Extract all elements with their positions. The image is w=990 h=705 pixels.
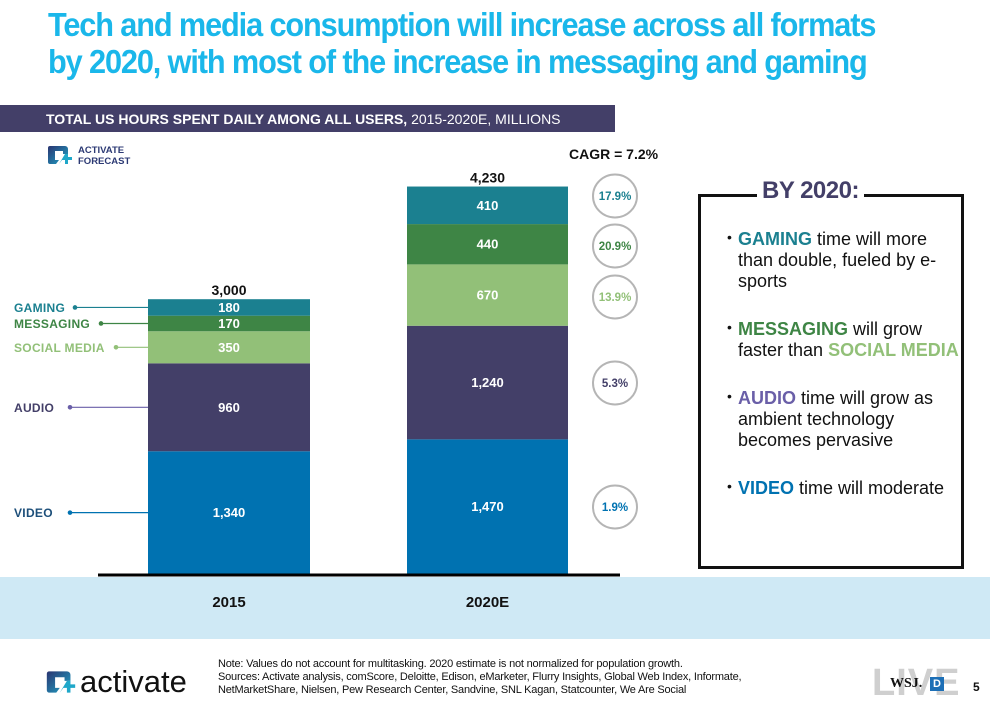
activate-forecast-badge: ACTIVATE FORECAST (47, 144, 130, 171)
by-2020-title: BY 2020: (757, 177, 864, 205)
note-line-1: Note: Values do not account for multitas… (218, 658, 683, 670)
bullet-text: time will more than double, fueled by e-… (738, 229, 937, 291)
activate-logo: activate (45, 664, 187, 700)
cagr-circle (592, 274, 638, 320)
bar-segment-social-media (407, 264, 568, 326)
subtitle-bar (0, 105, 615, 132)
bullet-text: time will moderate (794, 478, 945, 498)
x-axis-band (0, 577, 990, 639)
data-label: 670 (477, 288, 499, 303)
chart-subtitle: TOTAL US HOURS SPENT DAILY AMONG ALL USE… (46, 111, 561, 127)
legend-label-messaging: MESSAGING (14, 317, 90, 331)
bullet-keyword: MESSAGING (738, 319, 849, 339)
data-label: 170 (218, 316, 240, 331)
page-title: Tech and media consumption will increase… (48, 6, 876, 80)
bar-segment-gaming (148, 299, 310, 316)
activate-logo-icon (46, 671, 76, 693)
by-2020-bullets: • GAMING time will more than double, fuel… (727, 229, 967, 526)
wsj-text: WSJ. (890, 676, 923, 691)
bullet-dot: • (727, 478, 732, 494)
note-line-2: Sources: Activate analysis, comScore, De… (218, 671, 742, 683)
bullet-messaging: • MESSAGING will grow faster than SOCIAL … (727, 319, 967, 361)
legend-label-audio: AUDIO (14, 401, 54, 415)
bullet-audio: • AUDIO time will grow as ambient technol… (727, 388, 967, 451)
cagr-value: 13.9% (599, 292, 632, 304)
bullet-dot: • (727, 319, 732, 335)
bullet-text: will grow faster than (738, 319, 923, 360)
cagr-value: 17.9% (599, 191, 632, 203)
bullet-keyword: AUDIO (738, 388, 796, 408)
page-number: 5 (973, 680, 980, 694)
logo-text: activate (80, 664, 187, 699)
bar-segment-social-media (148, 331, 310, 364)
bar-segment-video (148, 451, 310, 574)
bar-segment-video (407, 439, 568, 574)
data-label: 1,470 (471, 499, 504, 514)
forecast-line1: ACTIVATE (78, 145, 125, 156)
data-label: 180 (218, 300, 240, 315)
bullet-dot: • (727, 229, 732, 245)
data-label: 410 (477, 198, 499, 213)
x-tick-label: 2015 (212, 594, 245, 611)
subtitle-regular: 2015-2020E, MILLIONS (407, 111, 561, 127)
legend-label-video: VIDEO (14, 506, 53, 520)
x-tick-label: 2020E (466, 594, 509, 611)
data-label: 960 (218, 400, 240, 415)
total-label: 4,230 (470, 170, 505, 186)
subtitle-bold: TOTAL US HOURS SPENT DAILY AMONG ALL USE… (46, 111, 408, 127)
bar-segment-messaging (148, 315, 310, 332)
wsj-live-logo: LIVE WSJ. D (872, 662, 959, 704)
cagr-label: CAGR = 7.2% (569, 146, 659, 162)
bar-segment-audio (148, 363, 310, 452)
live-text: LIVE (872, 662, 961, 704)
cagr-value: 20.9% (599, 241, 632, 253)
data-label: 1,340 (213, 505, 246, 520)
data-label: 350 (218, 340, 240, 355)
bullet-video: • VIDEO time will moderate (727, 478, 967, 499)
cagr-value: 5.3% (602, 378, 628, 390)
total-label: 3,000 (211, 282, 246, 298)
note-line-3: NetMarketShare, Nielsen, Pew Research Ce… (218, 684, 687, 696)
cagr-circle (592, 360, 638, 406)
bar-segment-gaming (407, 186, 568, 225)
bullet-keyword: VIDEO (738, 478, 795, 498)
data-label: 440 (477, 237, 499, 252)
legend-label-gaming: GAMING (14, 301, 65, 315)
data-label: 1,240 (471, 375, 504, 390)
cagr-circle (592, 173, 638, 219)
cagr-circle (592, 223, 638, 269)
bullet-gaming: • GAMING time will more than double, fuel… (727, 229, 967, 292)
forecast-line2: FORECAST (78, 156, 131, 167)
bar-segment-audio (407, 325, 568, 440)
bullet-text: time will grow as ambient technology bec… (738, 388, 934, 450)
cagr-value: 1.9% (602, 502, 628, 514)
activate-logo-icon (48, 146, 72, 164)
bar-segment-messaging (407, 224, 568, 265)
legend-label-social-media: SOCIAL MEDIA (14, 341, 105, 355)
bullet-dot: • (727, 388, 732, 404)
cagr-circle (592, 484, 638, 530)
bullet-keyword-2: SOCIAL MEDIA (828, 340, 959, 360)
footnote: Note: Values do not account for multitas… (218, 658, 818, 697)
wsj-d-icon: D (930, 677, 944, 691)
bullet-keyword: GAMING (738, 229, 812, 249)
